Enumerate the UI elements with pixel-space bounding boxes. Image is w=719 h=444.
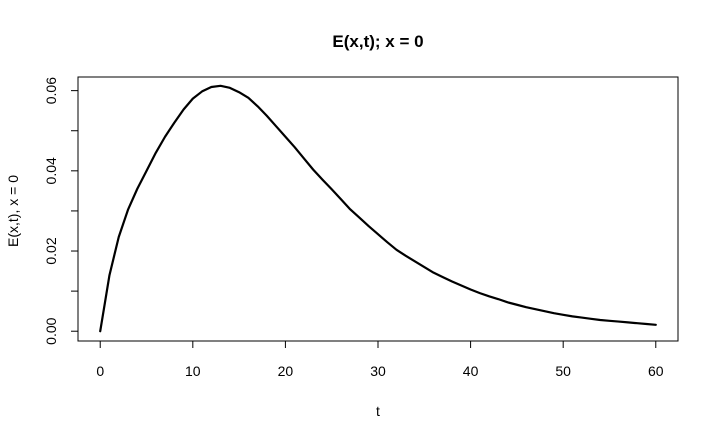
x-tick-label: 20: [278, 363, 294, 379]
series-line: [99, 84, 657, 333]
plot-frame: [77, 76, 679, 342]
y-axis-label: E(x,t), x = 0: [5, 175, 21, 247]
y-tick-label: 0.02: [43, 237, 59, 264]
x-tick-label: 0: [96, 363, 104, 379]
y-axis: 0.00 0.02 0.04 0.06: [43, 77, 79, 345]
x-tick-label: 10: [185, 363, 201, 379]
series-layer: [99, 84, 657, 333]
x-axis: 0 10 20 30 40 50 60: [96, 340, 664, 379]
y-tick-label: 0.00: [43, 317, 59, 344]
x-tick-label: 50: [555, 363, 571, 379]
y-tick-label: 0.06: [43, 77, 59, 104]
x-axis-label: t: [376, 403, 380, 419]
x-tick-label: 30: [370, 363, 386, 379]
y-tick-label: 0.04: [43, 157, 59, 184]
chart-title: E(x,t); x = 0: [332, 32, 423, 51]
x-tick-label: 60: [648, 363, 664, 379]
x-tick-label: 40: [463, 363, 479, 379]
